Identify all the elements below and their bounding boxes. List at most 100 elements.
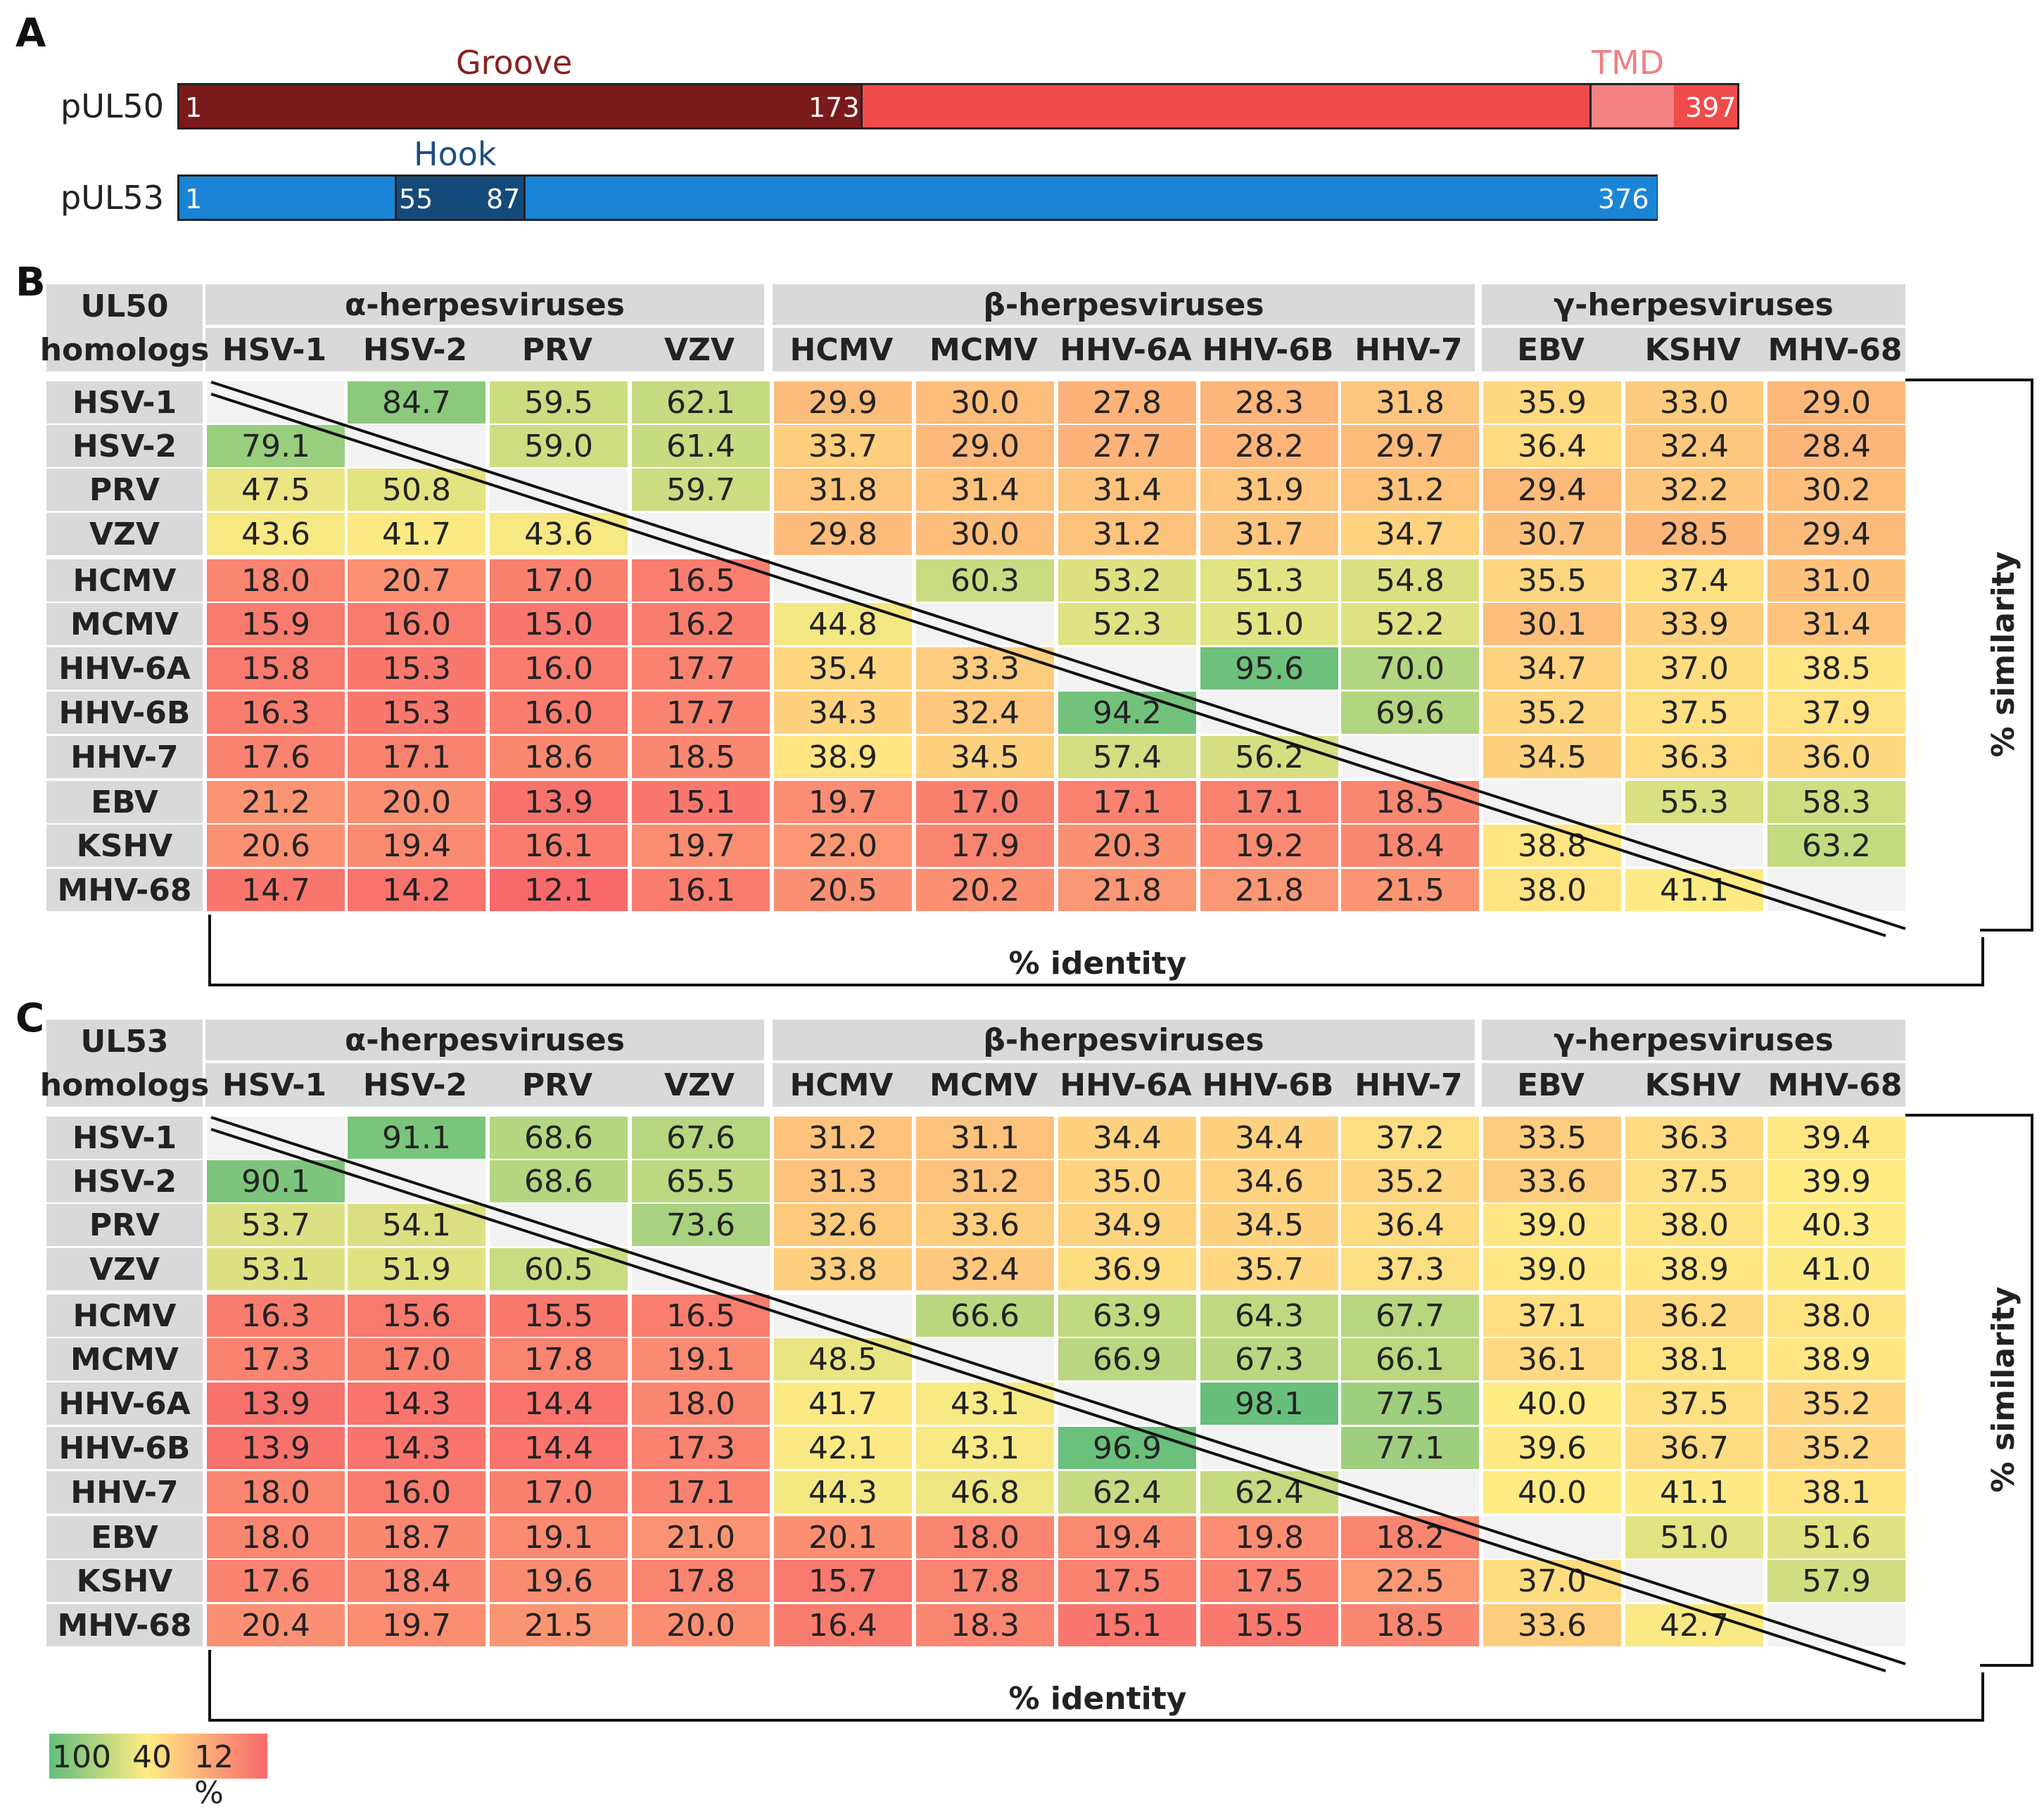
legend-label-12: 12 %	[194, 1739, 234, 1811]
row-header-cell	[46, 647, 203, 690]
heat-cell-value: 19.1	[524, 1520, 593, 1556]
heat-cell-value: 33.8	[808, 1252, 877, 1288]
heat-cell-value: 18.0	[666, 1386, 735, 1422]
column-header-label: HSV-1	[222, 332, 326, 368]
heat-cell	[916, 469, 1054, 511]
heat-cell	[1483, 1427, 1621, 1469]
heat-cell	[490, 381, 628, 424]
heat-cell	[632, 1516, 770, 1558]
heat-cell-value: 68.6	[524, 1164, 593, 1200]
heat-cell-value: 20.1	[808, 1520, 877, 1556]
heat-cell	[490, 1160, 628, 1202]
heat-cell-value: 15.6	[382, 1298, 451, 1334]
heat-cell-value: 18.0	[241, 1520, 310, 1556]
heat-cell-value: 32.4	[951, 1252, 1020, 1288]
heat-cell-value: 28.5	[1660, 516, 1729, 552]
heat-cell	[207, 1248, 345, 1290]
heat-cell-value: 29.0	[1802, 385, 1871, 421]
heat-cell	[1058, 1516, 1196, 1558]
heat-cell-value: 31.7	[1235, 516, 1304, 552]
hook-label: Hook	[414, 135, 497, 173]
heat-cell	[1200, 781, 1338, 823]
heat-cell-value: 21.5	[1376, 872, 1445, 908]
heat-cell	[348, 603, 485, 645]
heat-cell-value: 31.2	[808, 1120, 877, 1156]
heat-cell-value: 20.5	[808, 872, 877, 908]
row-header-cell	[46, 1117, 203, 1159]
corner-header-cell	[46, 284, 203, 371]
column-header-label: HHV-7	[1354, 332, 1462, 368]
heat-cell-value: 66.6	[951, 1298, 1020, 1334]
pul53-bar: 1 55 87 376	[177, 174, 1658, 221]
heat-cell	[348, 781, 485, 823]
heat-cell-value: 55.3	[1660, 784, 1729, 820]
heat-cell	[916, 647, 1054, 690]
heat-cell	[1767, 1560, 1905, 1602]
heat-cell-value: 20.6	[241, 828, 310, 864]
heat-cell-value: 18.6	[524, 739, 593, 775]
heat-cell-value: 19.1	[666, 1342, 735, 1378]
heat-cell	[1625, 1427, 1763, 1469]
column-header-label: HHV-6A	[1060, 332, 1191, 368]
heat-cell	[1200, 1204, 1338, 1246]
heat-cell	[1767, 1427, 1905, 1469]
heat-cell	[632, 1248, 770, 1290]
heat-cell-value: 17.7	[666, 695, 735, 731]
heat-cell	[490, 1471, 628, 1513]
heat-cell	[632, 692, 770, 734]
heat-cell	[490, 559, 628, 602]
heat-cell	[1483, 647, 1621, 690]
heat-cell	[916, 1248, 1054, 1290]
heat-cell	[632, 1117, 770, 1159]
diagonal-divider-bottom	[210, 1128, 1886, 1672]
heat-cell-value: 29.8	[808, 516, 877, 552]
heat-cell-value: 60.3	[951, 563, 1020, 599]
heat-cell-value: 37.3	[1376, 1252, 1445, 1288]
heat-cell	[1200, 1248, 1338, 1290]
heat-cell	[774, 1604, 912, 1646]
heat-cell	[207, 1560, 345, 1602]
panel-c-letter: C	[15, 996, 45, 1041]
heat-cell-value: 98.1	[1235, 1386, 1304, 1422]
heat-cell	[916, 1471, 1054, 1513]
heat-cell-value: 54.8	[1376, 563, 1445, 599]
heat-cell-value: 17.9	[951, 828, 1020, 864]
heat-cell-value: 16.3	[241, 695, 310, 731]
heat-cell-value: 15.3	[382, 651, 451, 687]
heat-cell	[774, 513, 912, 555]
heat-cell	[1058, 1338, 1196, 1380]
pul50-bar: 1 173 397	[177, 83, 1739, 129]
corner-label-line1: UL50	[81, 288, 169, 324]
heat-cell	[1058, 781, 1196, 823]
heat-cell-value: 38.9	[1660, 1252, 1729, 1288]
heat-cell	[1483, 469, 1621, 511]
row-header-cell	[46, 1248, 203, 1290]
heat-cell	[1341, 1471, 1479, 1513]
heat-cell-value: 29.9	[808, 385, 877, 421]
heat-cell	[1200, 513, 1338, 555]
row-header-label: HHV-6A	[58, 651, 190, 687]
heat-cell-value: 52.3	[1093, 606, 1162, 642]
heat-cell	[1058, 603, 1196, 645]
heat-cell	[1341, 513, 1479, 555]
heat-cell	[1767, 1338, 1905, 1380]
heat-cell	[632, 1604, 770, 1646]
heat-cell	[1625, 1471, 1763, 1513]
row-header-label: HHV-6B	[59, 695, 191, 731]
heat-cell	[1341, 1560, 1479, 1602]
heat-cell	[207, 736, 345, 778]
heat-cell	[1058, 1427, 1196, 1469]
heat-cell	[348, 1248, 485, 1290]
group-header-cell	[1482, 284, 1905, 325]
heat-cell-value: 39.6	[1518, 1430, 1587, 1466]
panel-b-letter: B	[15, 260, 46, 305]
ul53-heatmap: α-herpesviruses β-herpesviruses γ-herpesvi…	[40, 1019, 2033, 1722]
row-header-label: PRV	[89, 1207, 160, 1243]
heat-cell	[632, 1383, 770, 1425]
group-header-label: β-herpesviruses	[983, 1022, 1264, 1058]
heat-cell	[1341, 736, 1479, 778]
heat-cell	[1341, 603, 1479, 645]
row-header-label: KSHV	[77, 828, 173, 864]
heat-cell	[1767, 1516, 1905, 1558]
heat-cell	[632, 425, 770, 467]
